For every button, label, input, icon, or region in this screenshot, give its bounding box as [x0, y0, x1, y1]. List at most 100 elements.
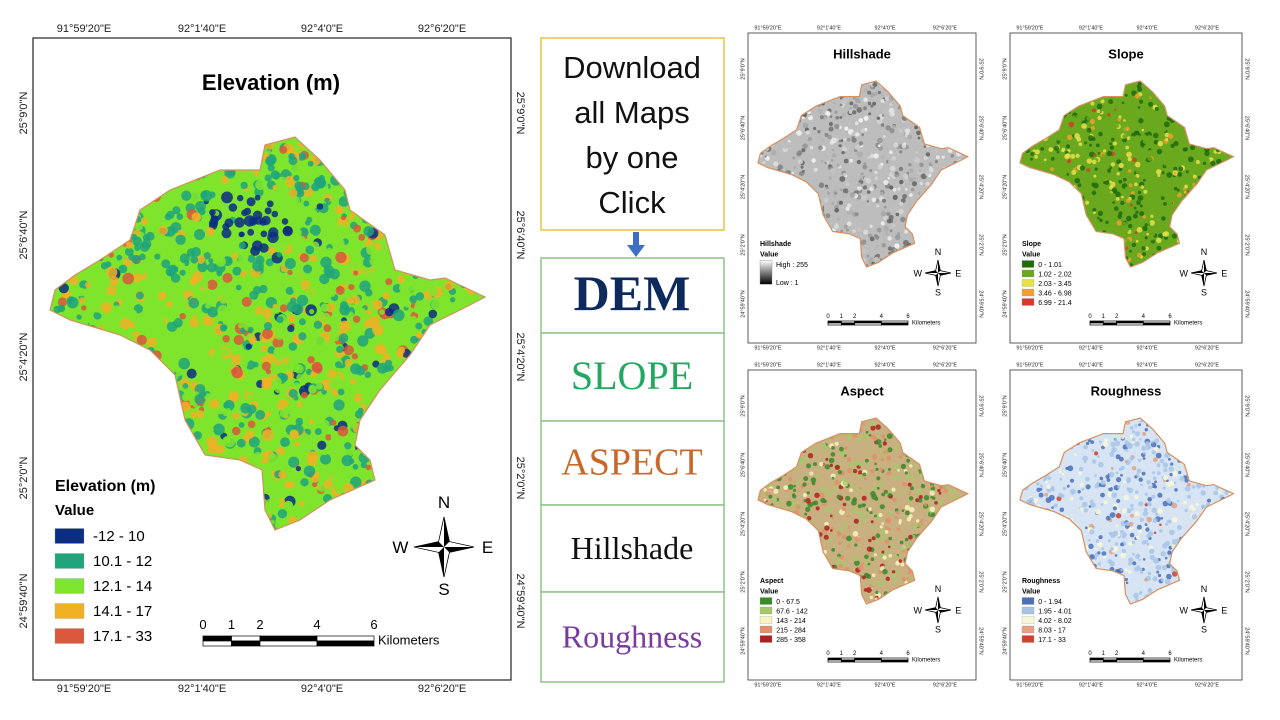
map-button-label[interactable]: Hillshade [571, 530, 694, 566]
texture-dot [857, 436, 863, 442]
texture-dot [238, 322, 245, 329]
texture-dot [357, 335, 369, 347]
texture-dot [891, 487, 896, 492]
texture-dot [337, 425, 349, 437]
longitude-label: 92°1'40"E [817, 25, 841, 31]
texture-dot [1136, 200, 1141, 206]
texture-dot [787, 484, 794, 490]
texture-dot [396, 349, 404, 358]
latitude-label: 24°59'40"N [740, 627, 746, 655]
longitude-label: 91°59'20"E [57, 683, 111, 695]
texture-dot [318, 372, 326, 380]
texture-dot [860, 172, 864, 176]
texture-dot [838, 541, 842, 545]
texture-dot [236, 438, 246, 448]
texture-dot [841, 507, 846, 512]
texture-dot [190, 411, 197, 419]
map-button-label[interactable]: Roughness [562, 618, 702, 654]
texture-dot [831, 137, 837, 144]
texture-dot [896, 527, 901, 531]
texture-dot [303, 465, 316, 477]
texture-dot [1120, 188, 1125, 193]
texture-dot [1128, 207, 1134, 213]
map-button-label[interactable]: ASPECT [561, 442, 702, 484]
map-button-label[interactable]: DEM [574, 265, 691, 321]
texture-dot [265, 258, 274, 267]
texture-dot [188, 297, 200, 309]
texture-dot [136, 334, 147, 346]
texture-dot [428, 287, 438, 296]
latitude-label: 25°9'0"N [740, 58, 746, 79]
texture-dot [221, 191, 233, 204]
texture-dot [1081, 187, 1087, 193]
texture-dot [288, 481, 295, 489]
texture-dot [292, 474, 301, 483]
texture-dot [1185, 170, 1189, 174]
texture-dot [839, 188, 843, 192]
texture-dot [888, 536, 892, 541]
texture-dot [256, 352, 262, 359]
texture-dot [1118, 162, 1124, 169]
texture-dot [166, 301, 173, 308]
latitude-label: 25°6'40"N [514, 211, 526, 260]
legend-label: 10.1 - 12 [93, 553, 152, 570]
texture-dot [871, 581, 876, 586]
texture-dot [1109, 156, 1114, 162]
texture-dot [894, 554, 899, 559]
texture-dot [288, 389, 298, 398]
texture-dot [875, 244, 880, 249]
texture-dot [240, 403, 251, 414]
texture-dot [1065, 153, 1070, 159]
texture-dot [181, 393, 190, 402]
texture-dot [807, 114, 811, 117]
texture-dot [1046, 156, 1050, 160]
texture-dot [323, 324, 332, 333]
texture-dot [863, 115, 869, 121]
texture-dot [1129, 234, 1133, 237]
texture-dot [841, 122, 845, 126]
texture-dot [1099, 218, 1103, 222]
texture-dot [95, 319, 101, 326]
texture-dot [855, 98, 860, 103]
texture-dot [858, 565, 864, 571]
texture-dot [857, 474, 863, 479]
west-label: W [392, 538, 408, 557]
texture-dot [348, 214, 355, 221]
texture-dot [1166, 188, 1171, 193]
scale-tick-label: 6 [370, 617, 377, 632]
texture-dot [266, 270, 272, 276]
scale-segment [1116, 322, 1144, 326]
map-title: Hillshade [833, 46, 891, 61]
texture-dot [839, 116, 843, 119]
texture-dot [320, 303, 330, 312]
texture-dot [899, 201, 904, 206]
texture-dot [773, 488, 779, 494]
texture-dot [271, 412, 281, 422]
texture-dot [358, 307, 366, 316]
texture-dot [1139, 204, 1143, 208]
texture-dot [428, 309, 438, 319]
texture-dot [873, 153, 879, 159]
texture-dot [883, 438, 887, 442]
texture-dot [1133, 85, 1137, 89]
texture-dot [893, 581, 898, 586]
texture-dot [1161, 216, 1166, 221]
texture-dot [213, 251, 222, 260]
texture-dot [907, 482, 912, 487]
texture-dot [231, 366, 243, 379]
texture-dot [232, 412, 240, 420]
texture-dot [1143, 257, 1146, 261]
texture-dot [835, 116, 839, 120]
texture-dot [773, 161, 779, 167]
map-button-label[interactable]: SLOPE [571, 353, 693, 398]
texture-dot [1113, 141, 1117, 146]
texture-dot [843, 158, 849, 164]
texture-dot [1117, 229, 1122, 233]
texture-dot [76, 314, 82, 320]
longitude-label: 92°6'20"E [933, 682, 957, 688]
texture-dot [300, 433, 310, 443]
texture-dot [893, 444, 899, 450]
texture-dot [883, 225, 889, 232]
texture-dot [839, 176, 846, 182]
texture-dot [1102, 154, 1105, 157]
